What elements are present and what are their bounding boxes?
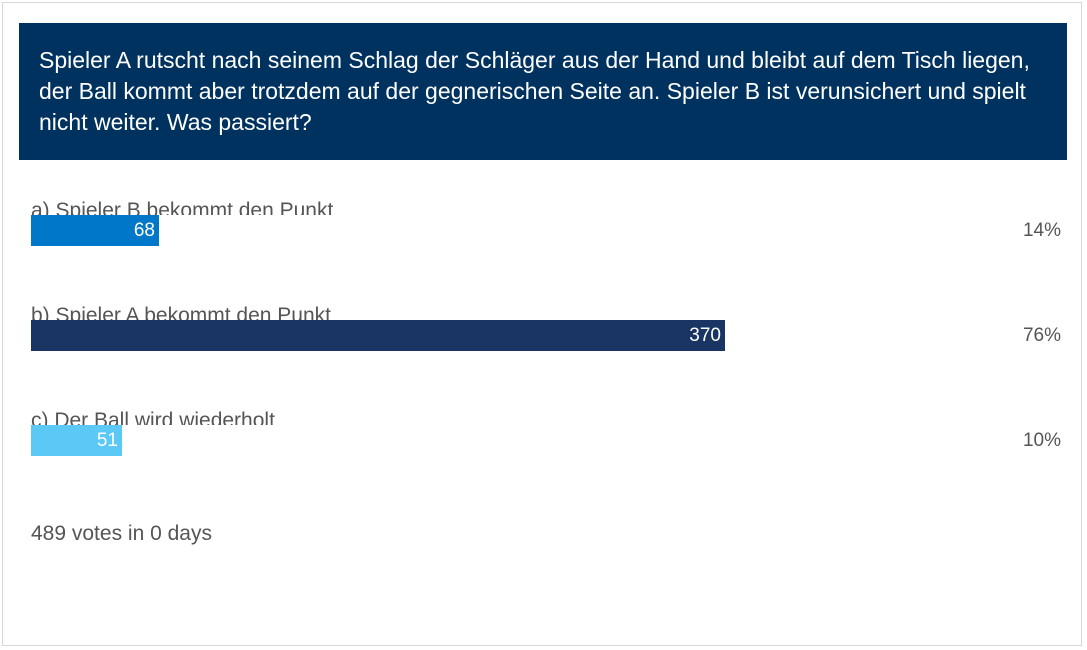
poll-option-b[interactable]: b) Spieler A bekommt den Punkt 370 76% xyxy=(31,303,1061,363)
question-header: Spieler A rutscht nach seinem Schlag der… xyxy=(19,23,1067,160)
option-percent: 14% xyxy=(1022,220,1061,241)
question-text: Spieler A rutscht nach seinem Schlag der… xyxy=(39,47,1030,135)
option-percent: 76% xyxy=(1022,325,1061,346)
option-vote-count: 51 xyxy=(96,430,118,451)
vote-summary: 489 votes in 0 days xyxy=(31,522,212,545)
poll-option-a[interactable]: a) Spieler B bekommt den Punkt 68 14% xyxy=(31,198,1061,258)
option-vote-count: 370 xyxy=(689,325,721,346)
option-bar: 68 xyxy=(31,215,159,246)
option-percent: 10% xyxy=(1022,430,1061,451)
option-bar: 51 xyxy=(31,425,122,456)
option-bar: 370 xyxy=(31,320,725,351)
option-label: a) Spieler B bekommt den Punkt xyxy=(31,199,334,215)
poll-option-c[interactable]: c) Der Ball wird wiederholt 51 10% xyxy=(31,408,1061,468)
option-vote-count: 68 xyxy=(133,220,155,241)
option-label: b) Spieler A bekommt den Punkt xyxy=(31,304,331,320)
option-label: c) Der Ball wird wiederholt xyxy=(31,409,275,425)
